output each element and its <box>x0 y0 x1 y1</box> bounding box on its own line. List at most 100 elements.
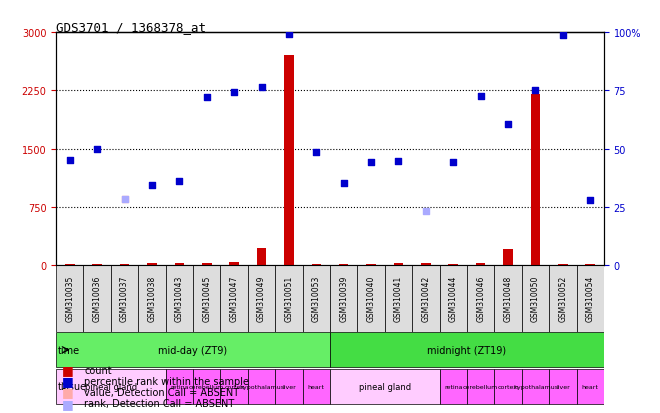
Bar <box>393 264 403 265</box>
Point <box>558 33 568 39</box>
Text: ■: ■ <box>62 374 73 387</box>
FancyBboxPatch shape <box>248 265 275 332</box>
Text: cerebellum: cerebellum <box>189 384 224 389</box>
Point <box>448 159 459 166</box>
Point <box>366 159 376 166</box>
Text: hypothalamus: hypothalamus <box>239 384 284 389</box>
Point <box>65 157 75 164</box>
Bar <box>312 264 321 265</box>
Bar <box>366 264 376 265</box>
FancyBboxPatch shape <box>56 332 330 368</box>
FancyBboxPatch shape <box>302 265 330 332</box>
Text: GSM310044: GSM310044 <box>449 275 458 322</box>
FancyBboxPatch shape <box>275 369 302 404</box>
FancyBboxPatch shape <box>166 369 193 404</box>
Text: GDS3701 / 1368378_at: GDS3701 / 1368378_at <box>56 21 206 33</box>
Text: retina: retina <box>170 384 189 389</box>
Point <box>174 178 185 185</box>
FancyBboxPatch shape <box>111 265 138 332</box>
FancyBboxPatch shape <box>138 265 166 332</box>
FancyBboxPatch shape <box>56 265 83 332</box>
Text: mid-day (ZT9): mid-day (ZT9) <box>158 345 228 355</box>
Text: GSM310048: GSM310048 <box>504 275 513 322</box>
FancyBboxPatch shape <box>577 265 604 332</box>
Text: GSM310039: GSM310039 <box>339 275 348 322</box>
Point <box>311 149 321 156</box>
Text: GSM310041: GSM310041 <box>394 275 403 322</box>
Text: ■: ■ <box>62 385 73 399</box>
Bar <box>448 264 458 265</box>
Bar <box>202 263 212 265</box>
FancyBboxPatch shape <box>440 369 467 404</box>
FancyBboxPatch shape <box>330 369 440 404</box>
Text: GSM310051: GSM310051 <box>284 275 294 322</box>
Text: pineal gland: pineal gland <box>85 382 137 391</box>
Text: pineal gland: pineal gland <box>359 382 411 391</box>
Text: GSM310050: GSM310050 <box>531 275 540 322</box>
Point <box>147 182 157 189</box>
FancyBboxPatch shape <box>521 369 549 404</box>
Text: heart: heart <box>308 384 325 389</box>
FancyBboxPatch shape <box>302 369 330 404</box>
Text: liver: liver <box>282 384 296 389</box>
Text: value, Detection Call = ABSENT: value, Detection Call = ABSENT <box>84 387 240 397</box>
Text: time: time <box>57 345 80 355</box>
Text: ■: ■ <box>62 363 73 376</box>
Text: hypothalamus: hypothalamus <box>513 384 558 389</box>
Text: liver: liver <box>556 384 570 389</box>
Text: rank, Detection Call = ABSENT: rank, Detection Call = ABSENT <box>84 398 234 408</box>
Point <box>530 87 541 94</box>
FancyBboxPatch shape <box>275 265 302 332</box>
Bar <box>503 250 513 265</box>
Text: tissue: tissue <box>57 382 86 392</box>
FancyBboxPatch shape <box>494 265 521 332</box>
Text: cerebellum: cerebellum <box>463 384 498 389</box>
FancyBboxPatch shape <box>248 369 275 404</box>
FancyBboxPatch shape <box>412 265 440 332</box>
Point <box>119 196 130 203</box>
Text: GSM310038: GSM310038 <box>147 275 156 322</box>
Point <box>339 180 349 187</box>
Bar <box>147 264 157 265</box>
Text: GSM310045: GSM310045 <box>202 275 211 322</box>
Point <box>585 197 595 204</box>
FancyBboxPatch shape <box>193 369 220 404</box>
Text: GSM310046: GSM310046 <box>476 275 485 322</box>
FancyBboxPatch shape <box>166 265 193 332</box>
FancyBboxPatch shape <box>330 265 358 332</box>
Text: count: count <box>84 365 112 375</box>
Text: midnight (ZT19): midnight (ZT19) <box>428 345 506 355</box>
Text: percentile rank within the sample: percentile rank within the sample <box>84 376 249 386</box>
Bar <box>531 95 541 265</box>
Bar <box>174 263 184 265</box>
FancyBboxPatch shape <box>56 369 166 404</box>
Point <box>393 158 404 165</box>
Point <box>119 196 130 203</box>
Text: GSM310036: GSM310036 <box>92 275 102 322</box>
FancyBboxPatch shape <box>521 265 549 332</box>
Text: GSM310035: GSM310035 <box>65 275 75 322</box>
FancyBboxPatch shape <box>549 265 577 332</box>
Point <box>503 121 513 128</box>
Bar <box>476 263 486 265</box>
FancyBboxPatch shape <box>385 265 412 332</box>
Text: heart: heart <box>581 384 599 389</box>
Point <box>201 95 212 102</box>
FancyBboxPatch shape <box>467 265 494 332</box>
FancyBboxPatch shape <box>83 265 111 332</box>
Point <box>420 208 431 214</box>
Text: GSM310049: GSM310049 <box>257 275 266 322</box>
Text: cortex: cortex <box>498 384 518 389</box>
Point <box>475 93 486 100</box>
Bar <box>284 56 294 265</box>
Text: GSM310042: GSM310042 <box>421 275 430 322</box>
FancyBboxPatch shape <box>193 265 220 332</box>
Point <box>284 31 294 38</box>
Text: GSM310053: GSM310053 <box>312 275 321 322</box>
Text: GSM310043: GSM310043 <box>175 275 184 322</box>
Text: GSM310037: GSM310037 <box>120 275 129 322</box>
FancyBboxPatch shape <box>330 332 604 368</box>
FancyBboxPatch shape <box>440 265 467 332</box>
Bar <box>257 248 267 265</box>
FancyBboxPatch shape <box>549 369 577 404</box>
